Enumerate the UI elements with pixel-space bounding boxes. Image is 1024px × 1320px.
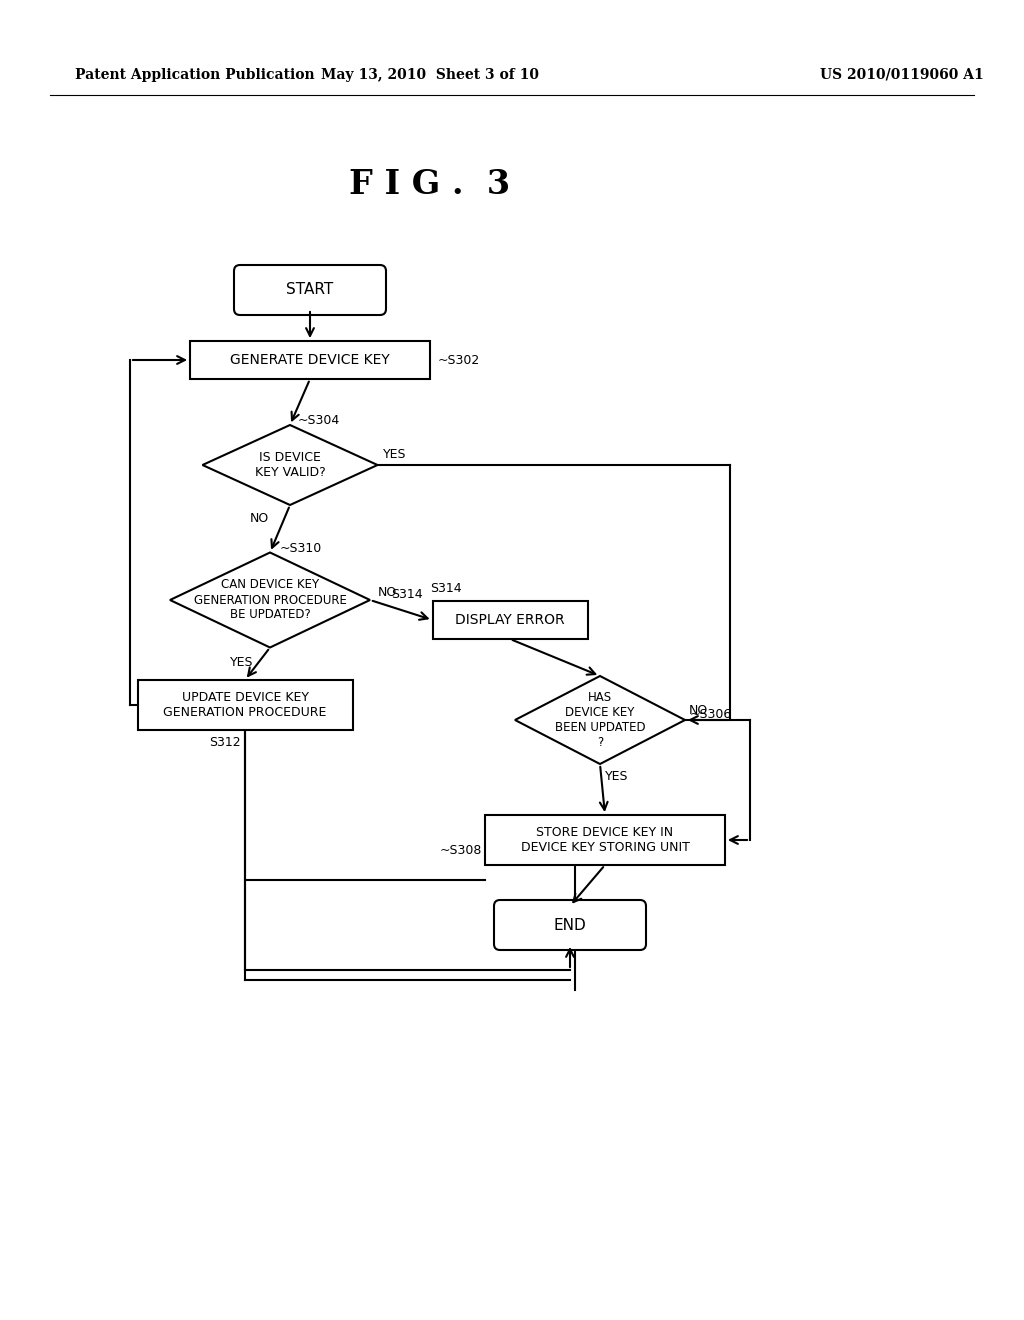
Text: ~S306: ~S306 xyxy=(690,709,732,722)
Text: STORE DEVICE KEY IN
DEVICE KEY STORING UNIT: STORE DEVICE KEY IN DEVICE KEY STORING U… xyxy=(520,826,689,854)
Text: DISPLAY ERROR: DISPLAY ERROR xyxy=(456,612,565,627)
Bar xyxy=(485,814,725,865)
Text: NO: NO xyxy=(689,704,709,717)
Polygon shape xyxy=(203,425,378,506)
Text: YES: YES xyxy=(230,656,254,669)
Text: S314: S314 xyxy=(430,582,462,595)
Text: May 13, 2010  Sheet 3 of 10: May 13, 2010 Sheet 3 of 10 xyxy=(321,69,539,82)
Polygon shape xyxy=(170,553,370,648)
Bar xyxy=(432,601,588,639)
Polygon shape xyxy=(515,676,685,764)
Text: YES: YES xyxy=(383,449,406,462)
Text: ~S310: ~S310 xyxy=(280,543,323,554)
Text: ~S302: ~S302 xyxy=(438,354,480,367)
Text: S312: S312 xyxy=(209,735,241,748)
FancyBboxPatch shape xyxy=(494,900,646,950)
Text: IS DEVICE
KEY VALID?: IS DEVICE KEY VALID? xyxy=(255,451,326,479)
Text: CAN DEVICE KEY
GENERATION PROCEDURE
BE UPDATED?: CAN DEVICE KEY GENERATION PROCEDURE BE U… xyxy=(194,578,346,622)
Text: YES: YES xyxy=(605,770,629,783)
Text: NO: NO xyxy=(250,512,269,525)
Text: START: START xyxy=(287,282,334,297)
Text: ~S308: ~S308 xyxy=(440,843,482,857)
Text: NO: NO xyxy=(378,586,397,598)
Text: Patent Application Publication: Patent Application Publication xyxy=(75,69,314,82)
Text: UPDATE DEVICE KEY
GENERATION PROCEDURE: UPDATE DEVICE KEY GENERATION PROCEDURE xyxy=(163,690,327,719)
Bar xyxy=(137,680,352,730)
Text: END: END xyxy=(554,917,587,932)
Text: S314: S314 xyxy=(391,589,423,602)
Text: US 2010/0119060 A1: US 2010/0119060 A1 xyxy=(820,69,984,82)
Text: F I G .  3: F I G . 3 xyxy=(349,169,511,202)
Bar xyxy=(190,341,430,379)
FancyBboxPatch shape xyxy=(234,265,386,315)
Text: HAS
DEVICE KEY
BEEN UPDATED
?: HAS DEVICE KEY BEEN UPDATED ? xyxy=(555,690,645,748)
Text: ~S304: ~S304 xyxy=(298,413,340,426)
Text: GENERATE DEVICE KEY: GENERATE DEVICE KEY xyxy=(230,352,390,367)
